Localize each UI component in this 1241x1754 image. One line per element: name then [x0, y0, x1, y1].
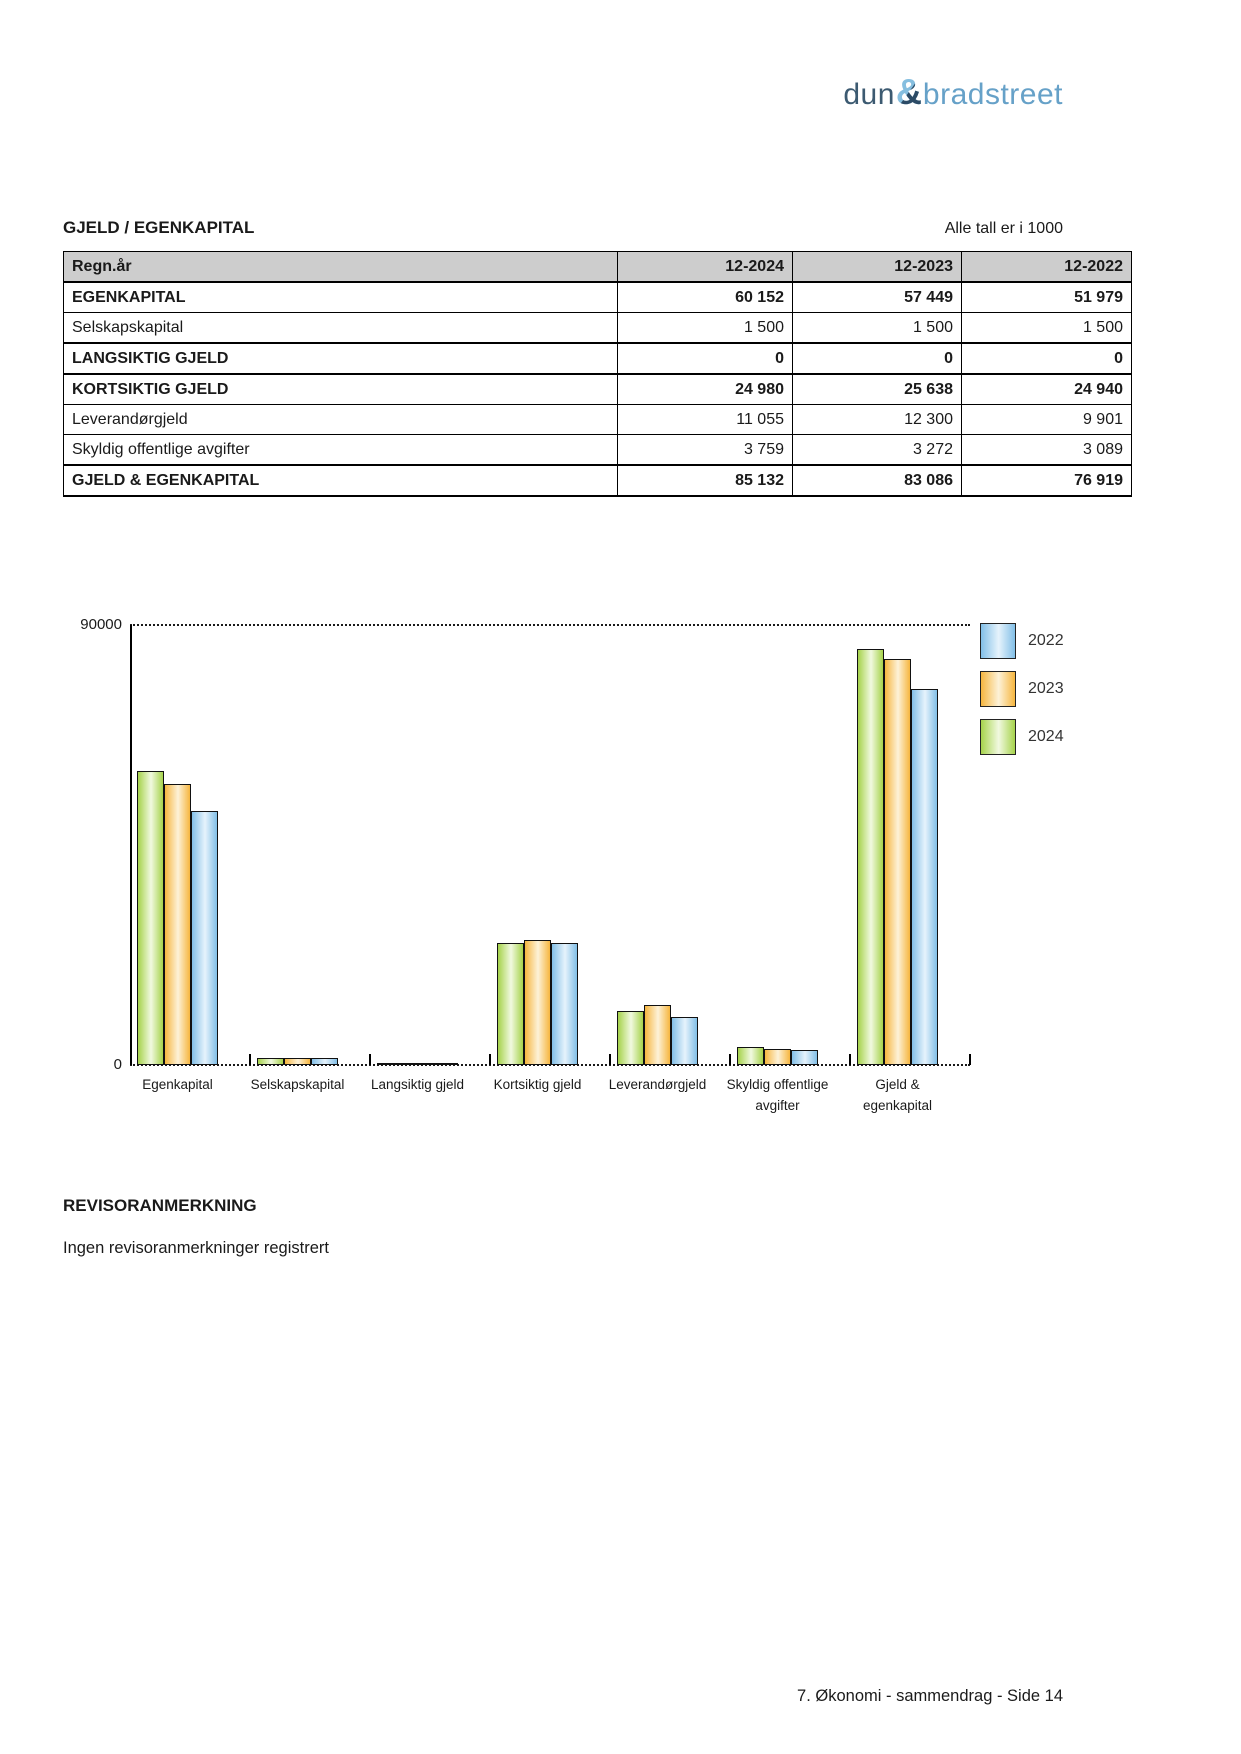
- financial-table: Regn.år 12-2024 12-2023 12-2022 EGENKAPITAL 6…: [63, 251, 1132, 497]
- table-cell-label: Skyldig offentlige avgifter: [63, 434, 618, 466]
- table-header-cell: 12-2024: [617, 251, 793, 283]
- table-cell-label: Leverandørgjeld: [63, 404, 618, 435]
- legend-label: 2022: [1028, 632, 1064, 649]
- table-cell-value: 25 638: [792, 373, 962, 405]
- bar-zero: [377, 1063, 404, 1065]
- chart-y-axis: [130, 625, 132, 1065]
- legend-swatch: [980, 719, 1016, 755]
- table-header-cell: Regn.år: [63, 251, 618, 283]
- table-cell-value: 24 940: [961, 373, 1132, 405]
- legend-swatch: [980, 671, 1016, 707]
- bar: [911, 689, 938, 1065]
- table-cell-value: 83 086: [792, 464, 962, 497]
- dnb-logo: dun & & bradstreet: [828, 74, 1063, 112]
- logo-ampersand-icon: & &: [896, 74, 922, 110]
- table-cell-value: 1 500: [792, 312, 962, 344]
- page-footer: 7. Økonomi - sammendrag - Side 14: [797, 1687, 1063, 1705]
- table-cell-label: KORTSIKTIG GJELD: [63, 373, 618, 405]
- category-label-line: Gjeld &: [875, 1077, 920, 1092]
- table-row: LANGSIKTIG GJELD 0 0 0: [63, 342, 1132, 375]
- table-cell-value: 0: [617, 342, 793, 375]
- table-cell-value: 9 901: [961, 404, 1132, 435]
- table-cell-label: LANGSIKTIG GJELD: [63, 342, 618, 375]
- logo-bradstreet-text: bradstreet: [922, 78, 1063, 111]
- y-tick-label: 90000: [80, 616, 122, 633]
- chart-x-tick: [249, 1054, 251, 1065]
- table-cell-value: 3 272: [792, 434, 962, 466]
- bar: [551, 943, 578, 1065]
- bar: [857, 649, 884, 1065]
- category-label: Skyldig offentlige avgifter: [708, 1074, 848, 1116]
- table-header-cell: 12-2023: [792, 251, 962, 283]
- bar: [791, 1050, 818, 1065]
- table-cell-value: 76 919: [961, 464, 1132, 497]
- logo-dun-text: dun: [843, 78, 895, 111]
- category-label: Egenkapital: [108, 1074, 248, 1095]
- table-cell-label: GJELD & EGENKAPITAL: [63, 464, 618, 497]
- bar: [671, 1017, 698, 1065]
- category-label: Leverandørgjeld: [588, 1074, 728, 1095]
- table-header-cell: 12-2022: [961, 251, 1132, 283]
- category-label-line: Leverandørgjeld: [608, 1077, 707, 1092]
- bar: [617, 1011, 644, 1065]
- table-header-row: Regn.år 12-2024 12-2023 12-2022: [63, 251, 1132, 283]
- category-label: Selskapskapital: [228, 1074, 368, 1095]
- table-cell-value: 51 979: [961, 281, 1132, 313]
- table-cell-label: Selskapskapital: [63, 312, 618, 344]
- table-row: EGENKAPITAL 60 152 57 449 51 979: [63, 281, 1132, 313]
- chart-x-tick: [369, 1054, 371, 1065]
- bar: [257, 1058, 284, 1065]
- bar: [311, 1058, 338, 1065]
- bar: [764, 1049, 791, 1065]
- category-label-line: Skyldig offentlige: [726, 1077, 829, 1092]
- logo-ampersand-glyph-light: &: [895, 71, 922, 112]
- category-label-line: Selskapskapital: [250, 1077, 345, 1092]
- table-cell-value: 12 300: [792, 404, 962, 435]
- units-note: Alle tall er i 1000: [944, 220, 1063, 237]
- bar: [497, 943, 524, 1065]
- y-tick-label: 0: [113, 1056, 122, 1073]
- category-label: Langsiktig gjeld: [348, 1074, 488, 1095]
- revisor-heading: REVISORANMERKNING: [63, 1196, 257, 1215]
- chart-gridline-top: [130, 624, 970, 626]
- bar: [737, 1047, 764, 1065]
- chart-x-tick: [729, 1054, 731, 1065]
- chart-x-tick: [969, 1054, 971, 1065]
- table-row: GJELD & EGENKAPITAL 85 132 83 086 76 919: [63, 464, 1132, 497]
- bar: [164, 784, 191, 1065]
- category-label-line: Kortsiktig gjeld: [493, 1077, 582, 1092]
- bar-zero: [404, 1063, 431, 1065]
- bar: [284, 1058, 311, 1065]
- category-label-line: Egenkapital: [142, 1077, 213, 1092]
- bar: [884, 659, 911, 1065]
- table-cell-value: 11 055: [617, 404, 793, 435]
- bar: [524, 940, 551, 1065]
- section-title: GJELD / EGENKAPITAL: [63, 218, 255, 237]
- section-title-row: GJELD / EGENKAPITAL Alle tall er i 1000: [63, 218, 1063, 238]
- chart-x-tick: [849, 1054, 851, 1065]
- table-cell-value: 24 980: [617, 373, 793, 405]
- legend-label: 2023: [1028, 680, 1064, 697]
- category-label-line: avgifter: [755, 1098, 800, 1113]
- table-cell-value: 85 132: [617, 464, 793, 497]
- chart-x-tick: [489, 1054, 491, 1065]
- table-cell-value: 0: [961, 342, 1132, 375]
- bar: [191, 811, 218, 1065]
- legend-label: 2024: [1028, 728, 1064, 745]
- revisor-text: Ingen revisoranmerkninger registrert: [63, 1239, 329, 1257]
- legend-swatch: [980, 623, 1016, 659]
- bar: [644, 1005, 671, 1065]
- chart-x-tick: [609, 1054, 611, 1065]
- category-label: Gjeld & egenkapital: [828, 1074, 968, 1116]
- bar: [137, 771, 164, 1065]
- chart-baseline: [130, 1064, 970, 1066]
- category-label-line: egenkapital: [862, 1098, 933, 1113]
- bar-zero: [431, 1063, 458, 1065]
- table-row: Leverandørgjeld 11 055 12 300 9 901: [63, 404, 1132, 435]
- category-label-line: Langsiktig gjeld: [370, 1077, 465, 1092]
- table-row: KORTSIKTIG GJELD 24 980 25 638 24 940: [63, 373, 1132, 405]
- category-label: Kortsiktig gjeld: [468, 1074, 608, 1095]
